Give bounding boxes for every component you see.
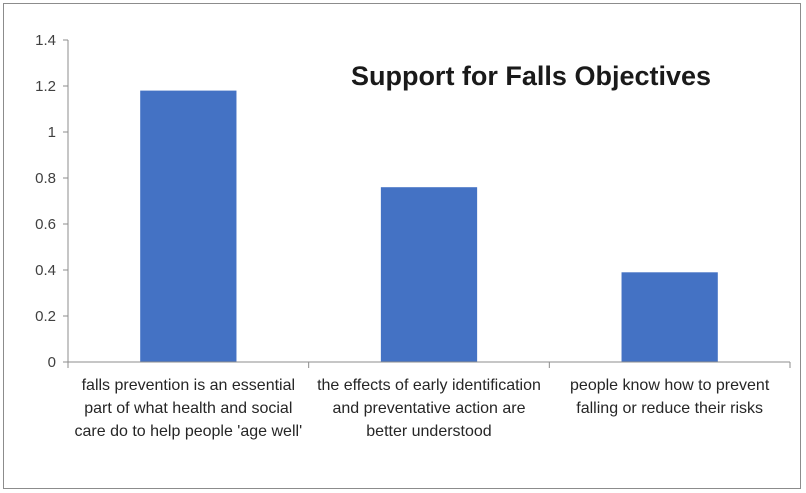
x-axis — [67, 361, 791, 368]
y-axis: 0 0.2 0.4 0.6 0.8 1 1.2 1.4 — [35, 32, 69, 371]
y-tick-label: 0.4 — [35, 262, 56, 279]
y-tick-label: 0.8 — [35, 170, 56, 187]
y-tick-label: 0 — [48, 354, 56, 371]
y-tick-label: 1.2 — [35, 78, 56, 95]
bar — [380, 187, 478, 362]
bar — [140, 90, 237, 362]
x-category-label: people know how to prevent falling or re… — [570, 377, 770, 417]
y-tick-label: 0.2 — [35, 308, 56, 325]
x-category-label: the effects of early identification and … — [317, 377, 541, 440]
y-tick-label: 1.4 — [35, 32, 56, 49]
bar — [621, 272, 718, 362]
y-tick-label: 1 — [48, 124, 56, 141]
x-category-label: falls prevention is an essential part of… — [74, 377, 303, 440]
y-tick-label: 0.6 — [35, 216, 56, 233]
chart-title: Support for Falls Objectives — [351, 61, 711, 91]
bars — [140, 90, 718, 362]
